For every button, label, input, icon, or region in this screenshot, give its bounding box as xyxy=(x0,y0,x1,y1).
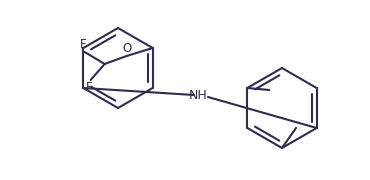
Text: F: F xyxy=(86,81,93,94)
Text: F: F xyxy=(80,38,87,51)
Text: O: O xyxy=(122,42,131,55)
Text: NH: NH xyxy=(189,89,207,102)
